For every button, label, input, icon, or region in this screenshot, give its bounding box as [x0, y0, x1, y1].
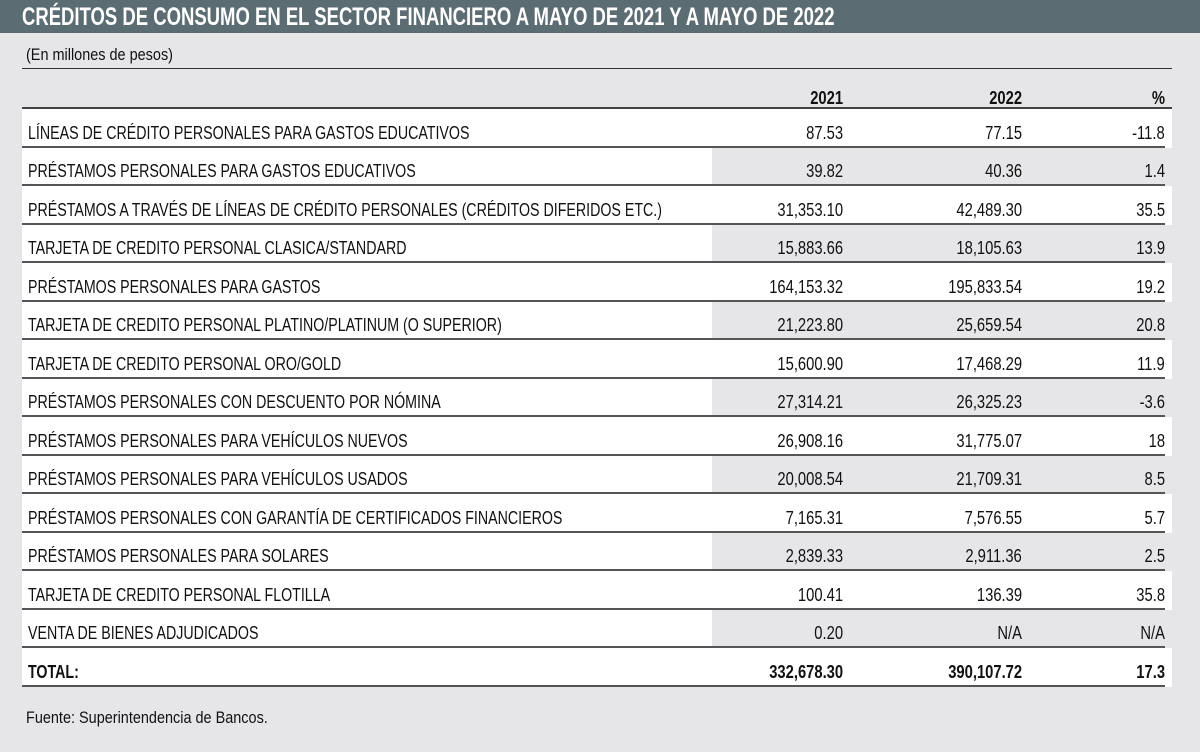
source-note: Fuente: Superintendencia de Bancos.: [26, 708, 268, 727]
value-2021: 26,908.16: [777, 430, 843, 451]
value-2022: 77.15: [985, 122, 1022, 143]
data-table: LÍNEAS DE CRÉDITO PERSONALES PARA GASTOS…: [22, 109, 1172, 687]
table-row: TARJETA DE CREDITO PERSONAL FLOTILLA 100.…: [22, 571, 1172, 610]
column-header-2022: 2022: [989, 88, 1022, 108]
value-2022: 21,709.31: [956, 469, 1022, 489]
row-label: TARJETA DE CREDITO PERSONAL PLATINO/PLAT…: [28, 315, 502, 335]
percent-change: 2.5: [1144, 546, 1165, 566]
row-label: PRÉSTAMOS PERSONALES CON GARANTÍA DE CER…: [28, 507, 563, 528]
row-label: PRÉSTAMOS PERSONALES CON DESCUENTO POR N…: [28, 392, 441, 412]
table-row: PRÉSTAMOS PERSONALES PARA VEHÍCULOS NUEV…: [22, 417, 1172, 456]
total-row: TOTAL: 332,678.30 390,107.72 17.3: [22, 648, 1172, 687]
row-label: TARJETA DE CREDITO PERSONAL CLASICA/STAN…: [28, 238, 407, 258]
percent-change: 8.5: [1144, 469, 1165, 489]
row-label: VENTA DE BIENES ADJUDICADOS: [28, 623, 259, 643]
percent-change: 35.8: [1136, 584, 1165, 605]
value-2022: 2,911.36: [965, 546, 1022, 566]
value-2021: 15,883.66: [777, 238, 843, 258]
chart-title: CRÉDITOS DE CONSUMO EN EL SECTOR FINANCI…: [22, 3, 835, 31]
value-2021: 332,678.30: [769, 661, 843, 682]
value-2022: 26,325.23: [956, 392, 1022, 412]
value-2021: 100.41: [797, 584, 843, 605]
percent-change: 13.9: [1136, 238, 1165, 258]
table-row: PRÉSTAMOS PERSONALES CON GARANTÍA DE CER…: [22, 494, 1172, 533]
row-label: TARJETA DE CREDITO PERSONAL ORO/GOLD: [28, 353, 342, 374]
value-2021: 39.82: [806, 161, 843, 181]
table-row: TARJETA DE CREDITO PERSONAL CLASICA/STAN…: [22, 224, 1172, 263]
value-2022: 42,489.30: [956, 199, 1022, 220]
row-label: TARJETA DE CREDITO PERSONAL FLOTILLA: [28, 584, 331, 605]
value-2021: 0.20: [814, 623, 843, 643]
table-row: TARJETA DE CREDITO PERSONAL ORO/GOLD 15,6…: [22, 340, 1172, 379]
header-divider: [22, 107, 1172, 109]
percent-change: -11.8: [1132, 122, 1165, 143]
percent-change: 18: [1148, 430, 1165, 451]
value-2021: 7,165.31: [785, 507, 843, 528]
row-label: PRÉSTAMOS PERSONALES PARA VEHÍCULOS USAD…: [28, 469, 408, 489]
percent-change: 11.9: [1137, 353, 1165, 374]
column-header-2021: 2021: [810, 88, 843, 108]
value-2021: 27,314.21: [777, 392, 843, 412]
table-row: VENTA DE BIENES ADJUDICADOS 0.20 N/A N/A: [22, 609, 1172, 648]
value-2022: 25,659.54: [956, 315, 1022, 335]
value-2022: N/A: [997, 623, 1022, 643]
percent-change: -3.6: [1139, 392, 1165, 412]
value-2021: 2,839.33: [785, 546, 843, 566]
value-2022: 195,833.54: [948, 276, 1022, 297]
percent-change: 20.8: [1136, 315, 1165, 335]
table-row: PRÉSTAMOS PERSONALES PARA VEHÍCULOS USAD…: [22, 455, 1172, 494]
table-row: LÍNEAS DE CRÉDITO PERSONALES PARA GASTOS…: [22, 109, 1172, 148]
subtitle: (En millones de pesos): [26, 45, 173, 64]
table-row: PRÉSTAMOS PERSONALES PARA GASTOS EDUCATI…: [22, 147, 1172, 186]
title-bar: CRÉDITOS DE CONSUMO EN EL SECTOR FINANCI…: [0, 0, 1200, 33]
table-row: TARJETA DE CREDITO PERSONAL PLATINO/PLAT…: [22, 301, 1172, 340]
value-2022: 18,105.63: [956, 238, 1022, 258]
percent-change: N/A: [1140, 623, 1165, 643]
row-label: PRÉSTAMOS PERSONALES PARA VEHÍCULOS NUEV…: [28, 430, 408, 451]
value-2022: 40.36: [985, 161, 1022, 181]
value-2021: 20,008.54: [777, 469, 843, 489]
percent-change: 17.3: [1136, 661, 1165, 682]
table-row: PRÉSTAMOS PERSONALES PARA GASTOS 164,153.…: [22, 263, 1172, 302]
percent-change: 35.5: [1136, 199, 1165, 220]
value-2022: 390,107.72: [948, 661, 1022, 682]
value-2021: 87.53: [806, 122, 843, 143]
percent-change: 5.7: [1144, 507, 1165, 528]
value-2021: 15,600.90: [777, 353, 843, 374]
value-2021: 21,223.80: [777, 315, 843, 335]
row-label: LÍNEAS DE CRÉDITO PERSONALES PARA GASTOS…: [28, 122, 470, 143]
table-row: PRÉSTAMOS PERSONALES CON DESCUENTO POR N…: [22, 378, 1172, 417]
row-label: PRÉSTAMOS PERSONALES PARA GASTOS EDUCATI…: [28, 161, 416, 181]
value-2021: 164,153.32: [769, 276, 843, 297]
row-label: TOTAL:: [28, 661, 79, 682]
value-2022: 136.39: [976, 584, 1022, 605]
percent-change: 19.2: [1136, 276, 1165, 297]
value-2022: 7,576.55: [964, 507, 1022, 528]
value-2022: 17,468.29: [956, 353, 1022, 374]
value-2022: 31,775.07: [956, 430, 1022, 451]
divider: [22, 68, 1172, 69]
table-row: PRÉSTAMOS A TRAVÉS DE LÍNEAS DE CRÉDITO …: [22, 186, 1172, 225]
row-label: PRÉSTAMOS A TRAVÉS DE LÍNEAS DE CRÉDITO …: [28, 199, 662, 220]
value-2021: 31,353.10: [777, 199, 843, 220]
row-label: PRÉSTAMOS PERSONALES PARA SOLARES: [28, 546, 329, 566]
percent-change: 1.4: [1144, 161, 1165, 181]
column-header-percent: %: [1151, 88, 1165, 108]
table-row: PRÉSTAMOS PERSONALES PARA SOLARES 2,839.3…: [22, 532, 1172, 571]
row-label: PRÉSTAMOS PERSONALES PARA GASTOS: [28, 276, 321, 297]
